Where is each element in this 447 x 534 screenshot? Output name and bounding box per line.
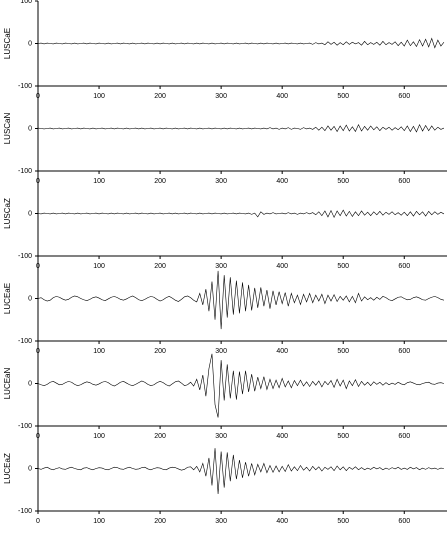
x-tick-label: 100 bbox=[93, 263, 105, 270]
x-tick-label: 400 bbox=[276, 433, 288, 440]
x-tick-label: 400 bbox=[276, 518, 288, 525]
y-tick-label: -100 bbox=[18, 253, 32, 260]
x-tick-label: 400 bbox=[276, 263, 288, 270]
waveform bbox=[37, 270, 445, 330]
y-tick-label: -100 bbox=[18, 168, 32, 175]
x-tick-label: 600 bbox=[398, 433, 410, 440]
y-tick-label: 100 bbox=[20, 0, 32, 5]
waveform bbox=[37, 353, 445, 418]
x-tick-label: 500 bbox=[337, 178, 349, 185]
x-tick-label: 200 bbox=[154, 178, 166, 185]
x-tick-label: 200 bbox=[154, 433, 166, 440]
y-tick-label: -100 bbox=[18, 83, 32, 90]
x-tick-label: 100 bbox=[93, 178, 105, 185]
x-tick-label: 200 bbox=[154, 263, 166, 270]
x-tick-label: 500 bbox=[337, 93, 349, 100]
x-tick-label: 100 bbox=[93, 348, 105, 355]
channel-label: LUCEaN bbox=[3, 368, 12, 400]
x-tick-label: 300 bbox=[215, 433, 227, 440]
x-tick-label: 500 bbox=[337, 263, 349, 270]
x-tick-label: 600 bbox=[398, 93, 410, 100]
channel-label: LUSCaZ bbox=[3, 198, 12, 229]
x-tick-label: 0 bbox=[36, 518, 40, 525]
x-tick-label: 400 bbox=[276, 348, 288, 355]
waveform bbox=[37, 123, 445, 133]
x-tick-label: 300 bbox=[215, 93, 227, 100]
x-tick-label: 600 bbox=[398, 263, 410, 270]
x-tick-label: 300 bbox=[215, 348, 227, 355]
x-tick-label: 600 bbox=[398, 348, 410, 355]
channel-label: LUSCaN bbox=[3, 113, 12, 145]
x-tick-label: 400 bbox=[276, 178, 288, 185]
x-tick-label: 500 bbox=[337, 518, 349, 525]
x-tick-label: 300 bbox=[215, 178, 227, 185]
y-tick-label: 0 bbox=[28, 125, 32, 132]
x-tick-label: 200 bbox=[154, 518, 166, 525]
y-tick-label: -100 bbox=[18, 423, 32, 430]
x-tick-label: 200 bbox=[154, 93, 166, 100]
y-tick-label: 0 bbox=[28, 210, 32, 217]
x-tick-label: 100 bbox=[93, 518, 105, 525]
y-tick-label: 0 bbox=[28, 380, 32, 387]
y-tick-label: 0 bbox=[28, 295, 32, 302]
y-tick-label: -100 bbox=[18, 508, 32, 515]
x-tick-label: 300 bbox=[215, 263, 227, 270]
channel-label: LUCEaE bbox=[3, 283, 12, 314]
x-tick-label: 100 bbox=[93, 433, 105, 440]
channel-label: LUCEaZ bbox=[3, 453, 12, 484]
y-tick-label: -100 bbox=[18, 338, 32, 345]
y-tick-label: 0 bbox=[28, 40, 32, 47]
x-tick-label: 600 bbox=[398, 518, 410, 525]
x-tick-label: 100 bbox=[93, 93, 105, 100]
x-tick-label: 200 bbox=[154, 348, 166, 355]
y-tick-label: 0 bbox=[28, 465, 32, 472]
waveform bbox=[37, 448, 444, 495]
waveform bbox=[37, 209, 445, 219]
x-tick-label: 300 bbox=[215, 518, 227, 525]
channel-label: LUSCaE bbox=[3, 28, 12, 59]
waveform bbox=[37, 37, 445, 49]
x-tick-label: 400 bbox=[276, 93, 288, 100]
x-tick-label: 600 bbox=[398, 178, 410, 185]
x-tick-label: 500 bbox=[337, 348, 349, 355]
x-tick-label: 500 bbox=[337, 433, 349, 440]
